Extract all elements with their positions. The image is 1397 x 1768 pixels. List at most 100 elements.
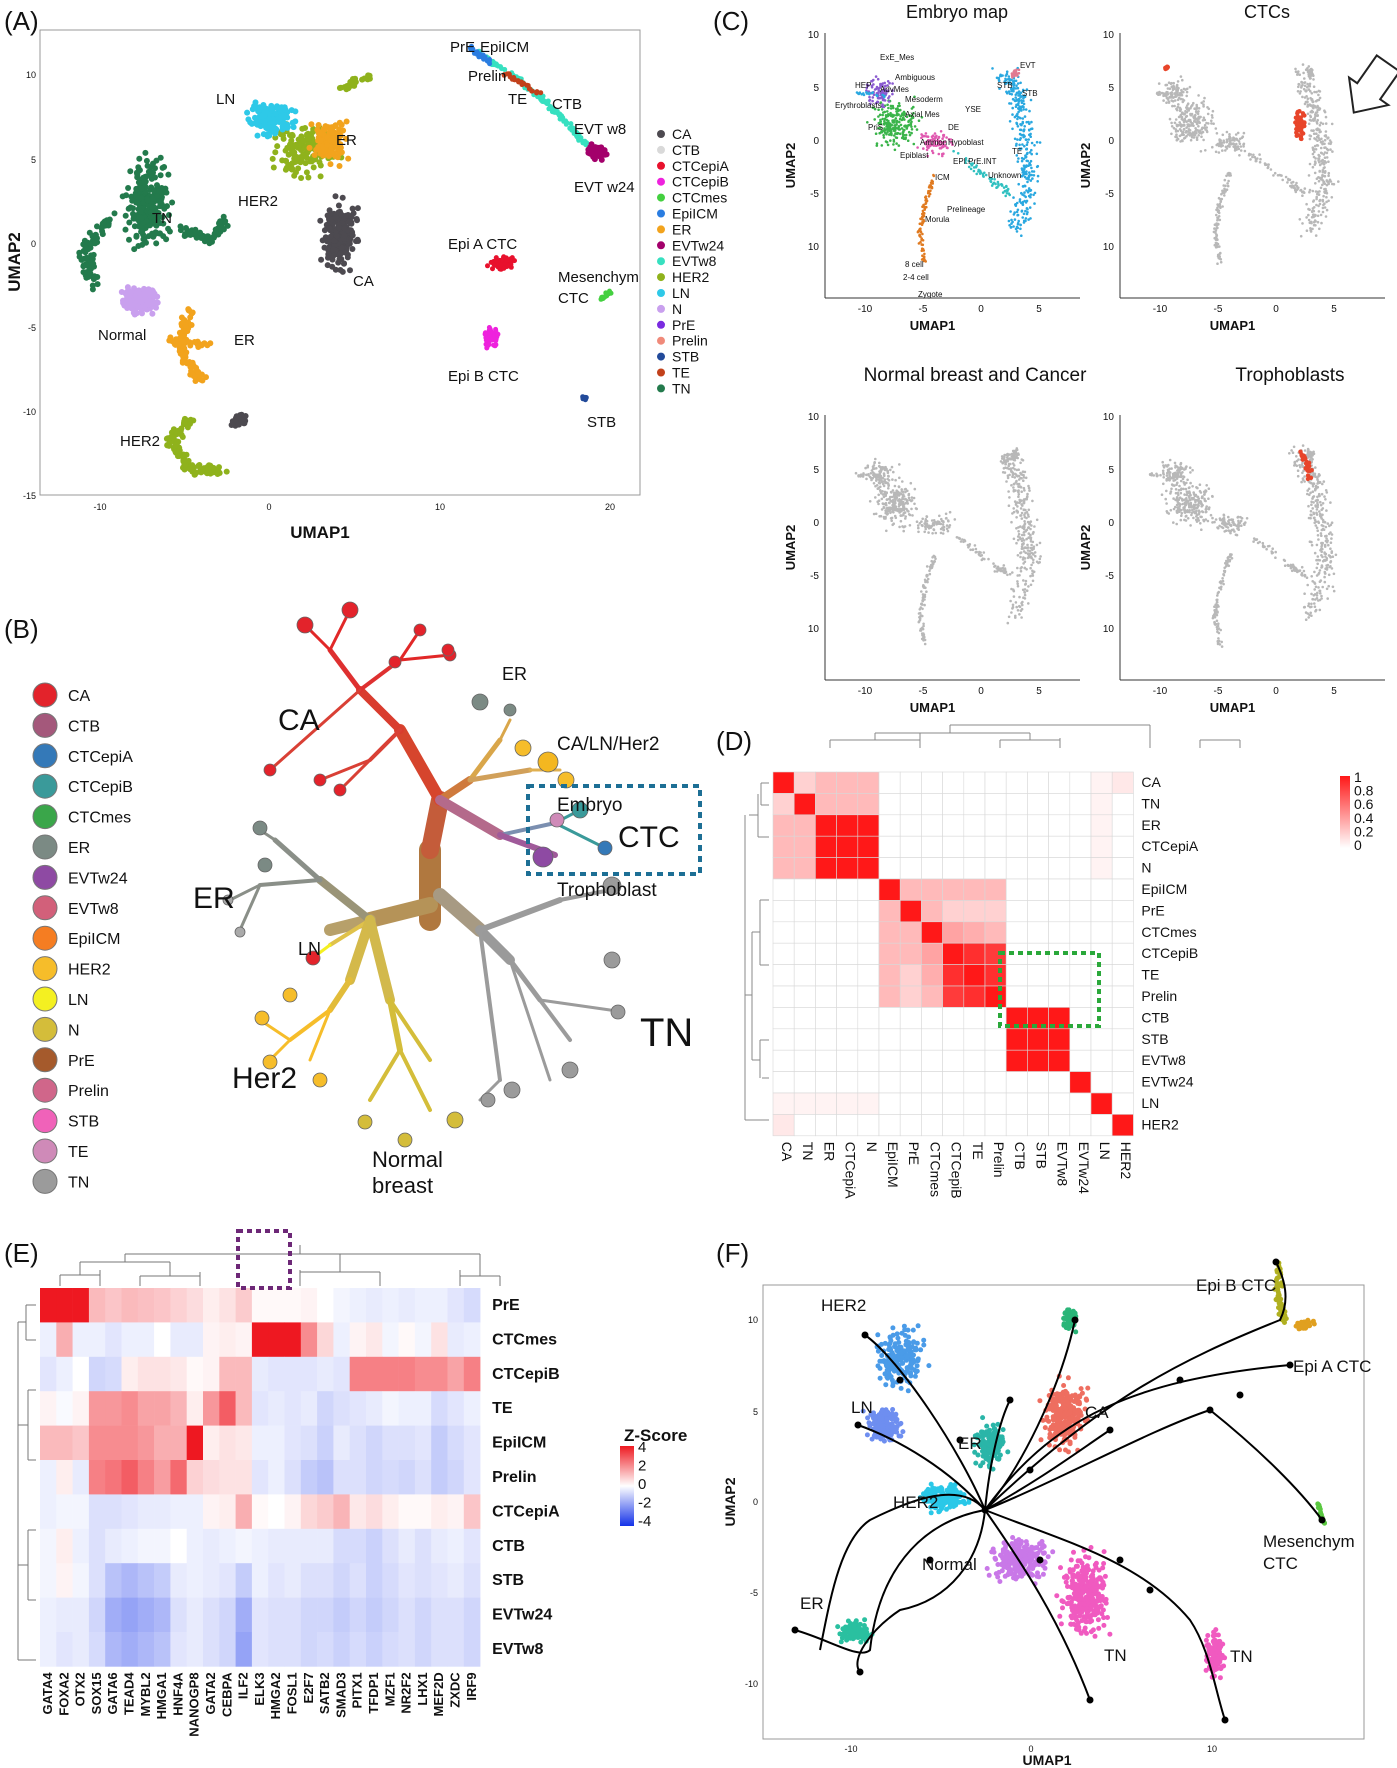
c-point: [920, 243, 923, 246]
c-point: [1313, 160, 1317, 163]
c-point: [1023, 591, 1027, 594]
c-point: [1303, 84, 1307, 88]
c-point: [915, 520, 919, 523]
b-legend-swatch: [32, 712, 58, 738]
c-point: [1180, 139, 1184, 142]
a-point-her2: [166, 440, 173, 446]
c-point: [1178, 115, 1182, 118]
c-point: [1269, 168, 1273, 171]
c-point: [1020, 133, 1023, 137]
c-point: [972, 169, 976, 173]
a-point-evtw24: [589, 144, 596, 151]
c-point: [1033, 191, 1037, 195]
c-point: [1197, 115, 1201, 119]
c-point: [1193, 107, 1196, 110]
c-point: [1005, 90, 1008, 94]
b-leaf-node: [388, 655, 402, 669]
c-point: [888, 508, 892, 512]
c-point: [1009, 226, 1013, 229]
c-point: [1299, 189, 1302, 192]
c-point: [1175, 89, 1178, 92]
c-point: [931, 532, 934, 535]
a-point-tn: [94, 281, 101, 288]
a-point-n: [133, 310, 140, 317]
a-ytick: -10: [23, 407, 36, 417]
c-point: [1026, 513, 1030, 516]
a-point-tn: [135, 164, 142, 171]
c-point: [872, 78, 875, 82]
c-point: [1242, 131, 1246, 135]
c-point: [1263, 162, 1267, 165]
c-point: [1022, 221, 1026, 224]
c-point: [938, 147, 942, 150]
c-ytick: 0: [1108, 136, 1114, 147]
a-point-er: [187, 314, 194, 321]
c-point: [1030, 141, 1034, 145]
c-point: [1298, 218, 1302, 221]
c-point: [921, 232, 924, 236]
c-point: [1018, 93, 1022, 97]
c-point: [897, 144, 901, 147]
a-label: EVT w8: [574, 121, 626, 138]
a-point-n: [126, 297, 133, 304]
c-point: [1006, 573, 1009, 577]
c-point: [1197, 512, 1201, 515]
a-point-tn: [147, 209, 154, 216]
c-point: [926, 577, 930, 581]
c-point: [1162, 93, 1166, 96]
c-point: [1157, 82, 1161, 85]
a-point-ctcepia: [485, 263, 490, 269]
c-point: [1025, 212, 1029, 216]
a-point-tn: [138, 185, 145, 192]
c-point: [1006, 459, 1009, 462]
c-point: [886, 477, 889, 481]
c-point: [1007, 219, 1011, 223]
c-point: [993, 565, 996, 568]
a-point-evtw8: [545, 98, 551, 104]
c-point: [933, 132, 937, 135]
a-point-her2: [307, 158, 314, 165]
c-point: [1021, 525, 1025, 528]
a-legend-label: CA: [672, 126, 692, 142]
c-point: [889, 468, 892, 472]
c-point: [1316, 144, 1320, 147]
c-point: [1217, 151, 1221, 154]
c-point: [1320, 221, 1323, 225]
c-point: [893, 124, 896, 127]
c-point: [1320, 137, 1323, 141]
c-point: [1021, 117, 1025, 120]
c-point: [1296, 90, 1300, 93]
c-point: [1012, 196, 1015, 199]
b-branch: [477, 897, 563, 933]
c-point: [1170, 85, 1174, 88]
a-legend-label: HER2: [672, 269, 710, 285]
c-point: [1311, 189, 1315, 193]
c-point: [1010, 93, 1014, 96]
c-point: [1020, 156, 1024, 160]
c-xtick: -5: [919, 686, 928, 697]
c-point: [1202, 103, 1205, 106]
c-point: [911, 514, 914, 517]
c-point: [909, 481, 913, 485]
c-point: [1036, 180, 1039, 183]
a-point-er: [306, 144, 313, 151]
c-point: [886, 110, 889, 113]
c-point: [1325, 208, 1329, 212]
a-point-her2: [293, 155, 300, 162]
c-point: [1033, 144, 1036, 147]
c-point: [931, 523, 935, 526]
c-point: [1010, 469, 1013, 472]
a-label: CTC: [558, 290, 589, 307]
c-point: [1029, 574, 1032, 578]
c-point: [1035, 518, 1039, 522]
c-point: [1177, 103, 1180, 106]
c-point: [991, 67, 994, 70]
c-point: [922, 255, 926, 258]
a-point-tn: [197, 229, 203, 236]
c-point: [895, 119, 899, 123]
c-point: [881, 480, 885, 483]
c-point: [1016, 510, 1019, 513]
c-point: [982, 551, 986, 554]
